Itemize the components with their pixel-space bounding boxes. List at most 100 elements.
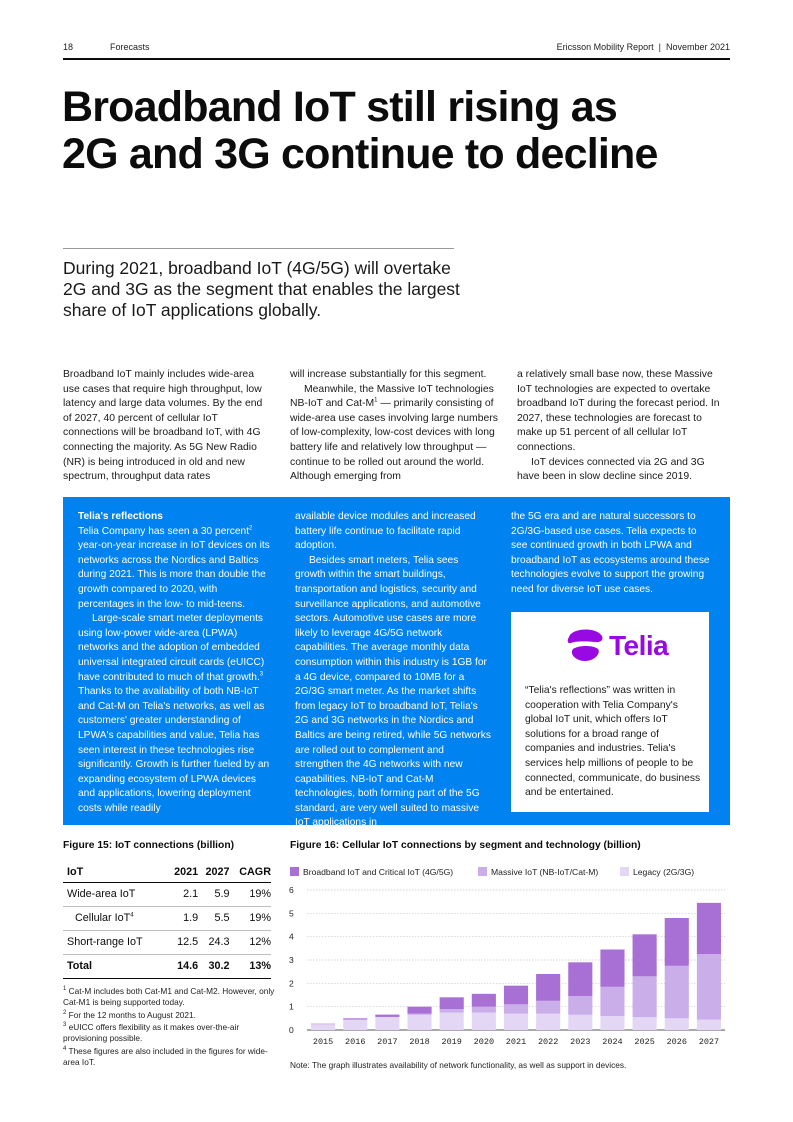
y-tick-label: 6	[289, 885, 294, 895]
y-tick-label: 2	[289, 978, 294, 988]
box-paragraph: Telia Company has seen a 30 percent2 yea…	[78, 525, 270, 610]
box-column-1: Telia's reflections Telia Company has se…	[78, 510, 274, 816]
table-cell: 24.3	[198, 930, 230, 955]
x-tick-label: 2026	[667, 1037, 687, 1047]
body-column-3: a relatively small base now, these Massi…	[517, 368, 725, 485]
x-tick-label: 2025	[634, 1037, 654, 1047]
footnote: 4 These figures are also included in the…	[63, 1046, 268, 1067]
bar-segment	[600, 949, 625, 987]
bar-segment	[343, 1018, 368, 1020]
footnote: 3 eUICC offers flexibility as it makes o…	[63, 1022, 240, 1043]
body-paragraph: a relatively small base now, these Massi…	[517, 369, 720, 453]
telia-logo: Telia	[565, 627, 675, 663]
bar-segment	[503, 1004, 529, 1014]
x-tick-label: 2017	[377, 1037, 397, 1047]
figure-16-title: Figure 16: Cellular IoT connections by s…	[290, 840, 641, 851]
table-cell: 5.5	[198, 906, 230, 931]
x-tick-label: 2015	[313, 1037, 333, 1047]
bar-segment	[311, 1024, 336, 1030]
report-label: Ericsson Mobility Report | November 2021	[556, 42, 730, 52]
table-cell: 19%	[229, 906, 271, 931]
body-paragraph: will increase substantially for this seg…	[290, 369, 487, 380]
table-header: 2021	[166, 862, 199, 883]
bar-segment	[439, 1012, 464, 1030]
table-cell: 13%	[229, 954, 271, 979]
y-tick-label: 3	[289, 955, 294, 965]
bar-segment	[375, 1014, 400, 1017]
box-paragraph: available device modules and increased b…	[295, 511, 476, 552]
table-row: Short-range IoT 12.5 24.3 12%	[63, 930, 271, 955]
table-cell: 19%	[229, 882, 271, 907]
page-title: Broadband IoT still rising as 2G and 3G …	[62, 84, 742, 178]
bar-segment	[696, 1019, 721, 1030]
x-tick-label: 2022	[538, 1037, 558, 1047]
title-line-1: Broadband IoT still rising as	[62, 83, 618, 131]
chart-note: Note: The graph illustrates availability…	[290, 1060, 627, 1070]
legend-swatch	[620, 867, 629, 876]
bar-segment	[632, 976, 657, 1018]
x-tick-label: 2023	[570, 1037, 590, 1047]
bar-segment	[343, 1019, 368, 1030]
box-paragraph: Large-scale smart meter deployments usin…	[78, 613, 270, 814]
box-paragraph: Besides smart meters, Telia sees growth …	[295, 554, 491, 829]
bar-segment	[536, 1013, 561, 1030]
legend-item-broadband: Broadband IoT and Critical IoT (4G/5G)	[290, 867, 453, 877]
footnote: 1 Cat-M includes both Cat-M1 and Cat-M2.…	[63, 986, 275, 1007]
bar-segment	[664, 965, 689, 1019]
table-cell: 12%	[229, 930, 271, 955]
bar-segment	[471, 993, 496, 1007]
bar-segment	[568, 1014, 593, 1030]
bar-segment	[536, 974, 561, 1001]
bar-segment	[439, 1009, 464, 1013]
row-label: Short-range IoT	[63, 930, 167, 955]
box-paragraph: the 5G era and are natural successors to…	[511, 511, 710, 595]
x-tick-label: 2021	[506, 1037, 526, 1047]
x-tick-label: 2019	[441, 1037, 461, 1047]
card-text: “Telia's reflections” was written in coo…	[525, 685, 701, 799]
box-heading: Telia's reflections	[78, 511, 163, 522]
box-column-2: available device modules and increased b…	[295, 510, 491, 831]
body-paragraph: Meanwhile, the Massive IoT technologies …	[290, 383, 498, 483]
bar-segment	[407, 1006, 432, 1014]
y-tick-label: 5	[289, 908, 294, 918]
bar-segment	[568, 996, 593, 1015]
legend-item-legacy: Legacy (2G/3G)	[620, 867, 694, 877]
figure-15-title: Figure 15: IoT connections (billion)	[63, 840, 235, 851]
telia-wordmark: Telia	[609, 630, 669, 661]
top-rule	[63, 58, 730, 60]
section-label: Forecasts	[110, 42, 150, 52]
table-header: CAGR	[229, 862, 271, 883]
body-column-1: Broadband IoT mainly includes wide-area …	[63, 368, 271, 485]
bar-segment	[632, 1017, 657, 1030]
bar-segment	[600, 1016, 625, 1030]
bar-segment	[600, 986, 625, 1016]
bar-segment	[503, 1013, 529, 1030]
x-tick-label: 2018	[409, 1037, 429, 1047]
row-label: Total	[63, 954, 167, 979]
bar-segment	[696, 902, 721, 955]
box-column-3: the 5G era and are natural successors to…	[511, 510, 711, 598]
iot-connections-table: IoT 2021 2027 CAGR Wide-area IoT 2.1 5.9…	[63, 862, 271, 979]
table-row: Wide-area IoT 2.1 5.9 19%	[63, 882, 271, 907]
x-tick-label: 2027	[699, 1037, 719, 1047]
y-tick-label: 4	[289, 932, 294, 942]
bar-segment	[407, 1014, 432, 1030]
table-cell: 12.5	[166, 930, 199, 955]
bar-segment	[632, 934, 657, 977]
bar-segment	[407, 1013, 432, 1015]
bar-segment	[375, 1017, 400, 1030]
bar-segment	[536, 1000, 561, 1014]
telia-card	[511, 612, 709, 812]
table-cell: 30.2	[198, 954, 230, 979]
table-header-row: IoT 2021 2027 CAGR	[63, 862, 271, 883]
bar-segment	[664, 1018, 689, 1030]
bar-segment	[568, 962, 593, 997]
lead-rule	[63, 248, 454, 249]
table-row: Cellular IoT4 1.9 5.5 19%	[63, 906, 271, 931]
x-tick-label: 2024	[602, 1037, 622, 1047]
bar-segment	[471, 1012, 496, 1030]
bar-segment	[503, 985, 529, 1005]
bar-segment	[471, 1006, 496, 1013]
row-label: Cellular IoT4	[63, 906, 167, 931]
table-header: IoT	[63, 862, 167, 883]
